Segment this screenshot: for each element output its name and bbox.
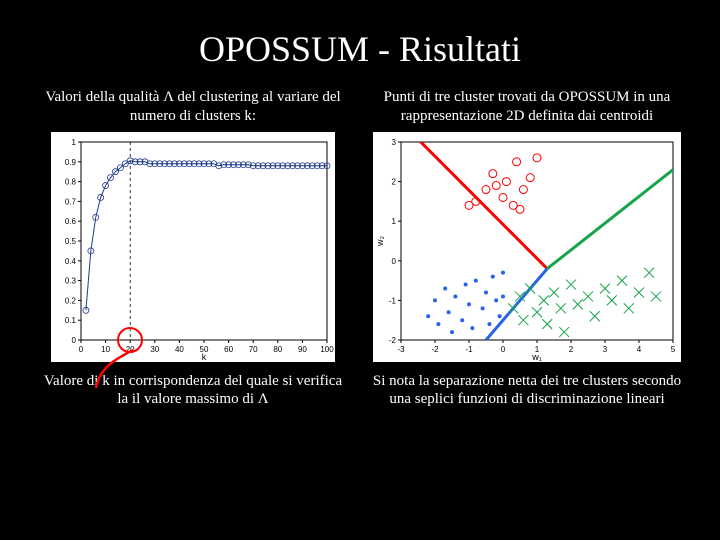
svg-text:w₂: w₂ [375,235,385,246]
svg-text:4: 4 [637,345,642,354]
svg-text:2: 2 [392,177,397,186]
svg-text:0.2: 0.2 [65,296,77,305]
svg-text:-2: -2 [431,345,439,354]
svg-text:0.1: 0.1 [65,316,77,325]
svg-text:1: 1 [392,217,397,226]
quality-chart: 010203040506070809010000.10.20.30.40.50.… [51,132,335,362]
left-caption-top: Valori della qualità Λ del clustering al… [38,88,348,126]
right-column: Punti di tre cluster trovati da OPOSSUM … [372,88,682,409]
svg-text:0.6: 0.6 [65,217,77,226]
svg-text:2: 2 [569,345,574,354]
svg-text:0.3: 0.3 [65,276,77,285]
svg-text:-1: -1 [389,296,397,305]
left-column: Valori della qualità Λ del clustering al… [38,88,348,409]
svg-text:0: 0 [501,345,506,354]
svg-text:5: 5 [671,345,676,354]
svg-text:-2: -2 [389,336,397,345]
svg-text:w₁: w₁ [531,352,542,362]
svg-text:60: 60 [224,345,233,354]
right-caption-top: Punti di tre cluster trovati da OPOSSUM … [372,88,682,126]
scatter-chart: -3-2-1012345-2-10123w₁w₂ [373,132,681,362]
svg-text:0: 0 [79,345,84,354]
svg-text:90: 90 [298,345,307,354]
svg-text:k: k [202,352,207,362]
svg-text:3: 3 [603,345,608,354]
svg-text:0.5: 0.5 [65,237,77,246]
svg-text:0: 0 [392,256,397,265]
svg-text:0.7: 0.7 [65,197,77,206]
svg-text:80: 80 [273,345,282,354]
svg-text:40: 40 [175,345,184,354]
svg-text:0.4: 0.4 [65,256,77,265]
svg-text:70: 70 [249,345,258,354]
svg-text:1: 1 [72,138,77,147]
svg-text:100: 100 [320,345,334,354]
svg-text:-1: -1 [465,345,473,354]
left-caption-bottom: Valore di k in corrispondenza del quale … [38,372,348,410]
svg-text:0: 0 [72,336,77,345]
svg-text:3: 3 [392,138,397,147]
svg-text:30: 30 [150,345,159,354]
svg-text:0.9: 0.9 [65,157,77,166]
content-columns: Valori della qualità Λ del clustering al… [0,88,720,409]
slide-title: OPOSSUM - Risultati [0,0,720,88]
svg-text:0.8: 0.8 [65,177,77,186]
right-caption-bottom: Si nota la separazione netta dei tre clu… [372,372,682,410]
svg-text:-3: -3 [397,345,405,354]
